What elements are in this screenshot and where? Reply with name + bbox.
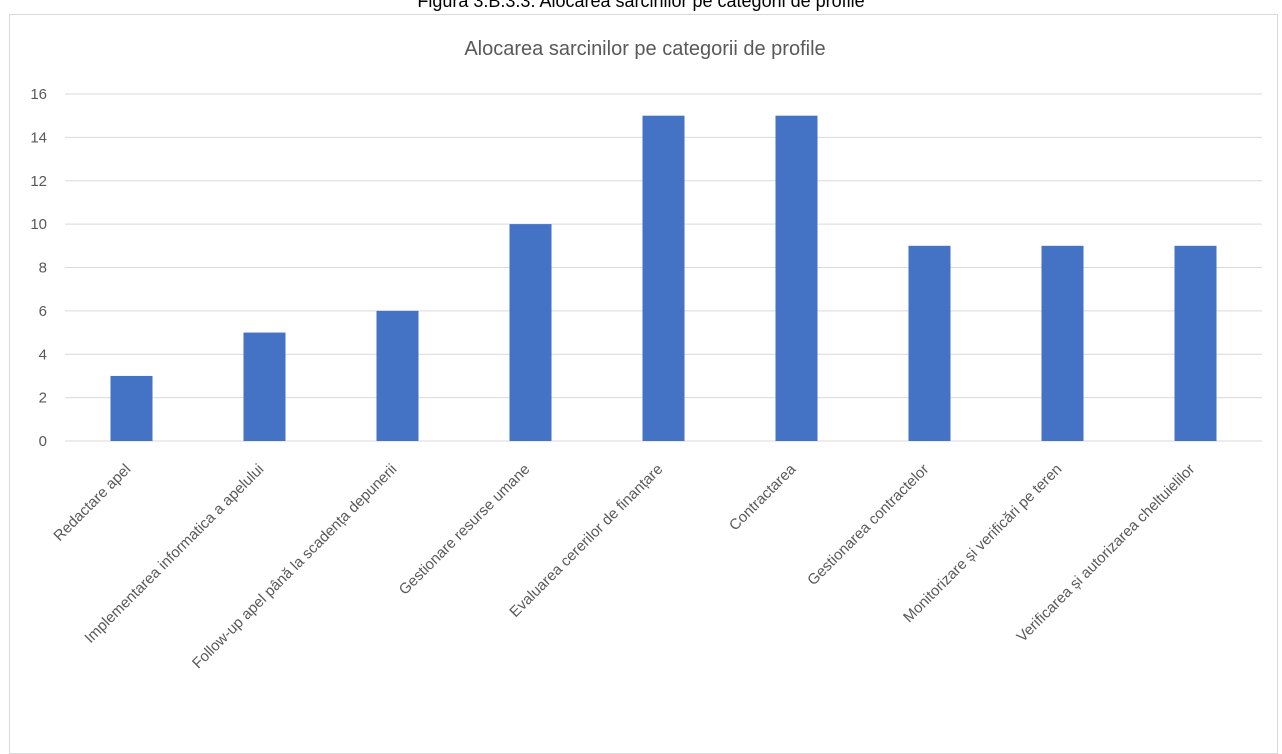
y-tick-label: 2 [39,390,47,407]
y-tick-label: 8 [39,260,47,277]
bar [110,375,153,441]
y-tick-label: 0 [39,433,47,450]
y-tick-label: 6 [39,303,47,320]
bar [376,310,419,441]
y-tick-label: 16 [30,86,47,103]
x-tick-label: Redactare apel [50,461,134,545]
x-tick-label: Contractarea [726,460,800,534]
x-tick-label: Gestionare resurse umane [396,461,534,599]
bar [509,224,552,441]
chart-title: Alocarea sarcinilor pe categorii de prof… [464,38,825,60]
x-tick-label: Gestionarea contractelor [804,461,932,589]
y-axis-ticks: 0 2 4 6 8 10 12 14 16 [30,86,47,450]
bar [1041,245,1084,441]
y-tick-label: 14 [30,129,47,146]
y-tick-label: 12 [30,173,47,190]
bar [908,245,951,441]
bar [775,115,818,441]
figure-caption: Figura 3.B.3.3. Alocarea sarcinilor pe c… [417,0,865,11]
x-tick-label: Monitorizare și verificări pe teren [900,461,1065,626]
bar [243,332,286,441]
bars [110,115,1217,441]
y-tick-label: 10 [30,216,47,233]
y-tick-label: 4 [39,346,47,363]
x-tick-label: Follow-up apel până la scadența depuneri… [189,461,400,672]
bar [642,115,685,441]
x-tick-label: Evaluarea cererilor de finanțare [506,461,666,621]
bar [1174,245,1217,441]
